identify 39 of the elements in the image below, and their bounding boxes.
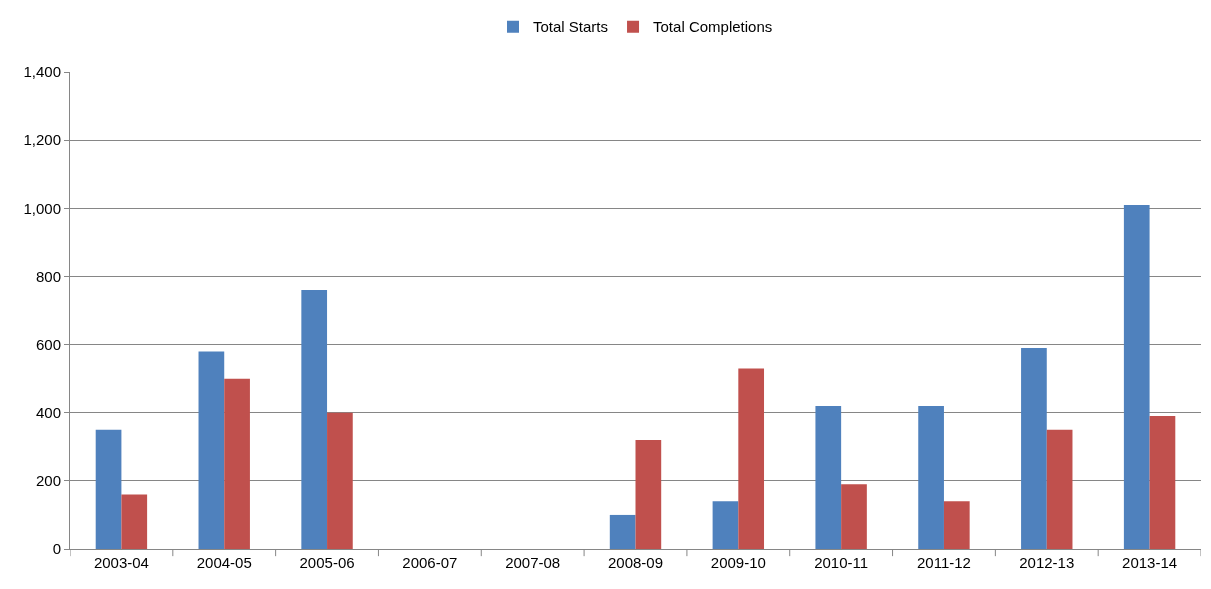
bar — [301, 290, 328, 549]
bar — [224, 378, 250, 549]
bar — [121, 494, 148, 549]
x-tick-label: 2012-13 — [1019, 554, 1075, 571]
y-tick-label: 1,200 — [23, 131, 61, 149]
x-tick-label: 2010-11 — [814, 554, 869, 571]
bar — [95, 429, 122, 549]
bar — [1021, 347, 1047, 549]
x-tick-label: 2005-06 — [299, 554, 355, 571]
bar — [815, 405, 842, 549]
x-tick-label: 2003-04 — [93, 554, 149, 571]
bar — [841, 484, 867, 549]
bar — [1046, 429, 1073, 549]
y-tick-label: 200 — [35, 472, 61, 490]
y-tick-label: 1,000 — [23, 199, 61, 217]
bar — [635, 439, 662, 549]
bar — [943, 501, 970, 549]
y-tick-label: 800 — [35, 267, 61, 285]
x-tick-label: 2009-10 — [710, 554, 766, 571]
bar — [327, 412, 353, 549]
y-tick-label: 600 — [35, 335, 61, 353]
bar — [198, 351, 225, 549]
x-tick-label: 2006-07 — [402, 554, 458, 571]
bar — [609, 514, 636, 549]
x-tick-label: 2007-08 — [505, 554, 561, 571]
y-tick-label: 400 — [35, 403, 61, 421]
x-tick-label: 2011-12 — [916, 554, 971, 571]
y-tick-label: 0 — [52, 540, 61, 558]
x-tick-label: 2008-09 — [607, 554, 664, 571]
bar — [1123, 204, 1150, 549]
legend-label: Total Starts — [533, 18, 609, 36]
x-tick-label: 2013-14 — [1122, 554, 1178, 571]
bar — [738, 368, 765, 549]
bar — [712, 501, 739, 549]
x-tick-label: 2004-05 — [196, 554, 252, 571]
legend-label: Total Completions — [653, 18, 773, 36]
bar — [918, 405, 944, 549]
bar — [1149, 416, 1176, 549]
y-tick-label: 1,400 — [23, 63, 61, 81]
